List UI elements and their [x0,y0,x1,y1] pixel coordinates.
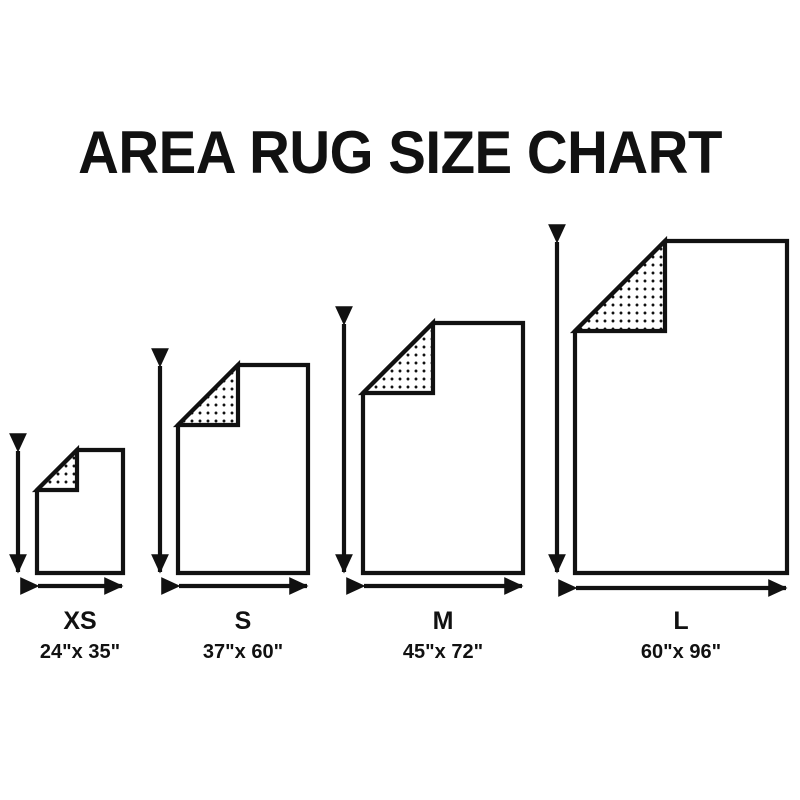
folded-corner-icon [569,235,668,334]
rug-drawing-xs [9,433,126,595]
rug-figure-xs[interactable] [6,433,133,602]
rug-size-label-s: S [234,607,252,635]
rug-body [360,320,526,576]
rug-dimensions-label-s: 37"x 60" [202,641,284,663]
rug-drawing-s [151,348,311,595]
rug-size-label-l: L [673,607,689,635]
rug-drawing-l [548,224,790,597]
rug-figure-m[interactable] [332,306,533,602]
rug-dimensions-label-l: 60"x 96" [640,641,722,663]
rug-dimensions-label-m: 45"x 72" [402,641,484,663]
rug-body [175,362,311,576]
rug-size-label-xs: XS [63,607,97,635]
rug-size-label-m: M [432,607,454,635]
folded-corner-icon [31,444,80,493]
rug-figure-l[interactable] [545,224,797,604]
rug-body [34,447,126,576]
rug-dimensions-label-xs: 24"x 35" [39,641,121,663]
rug-body [572,238,790,576]
page-title: AREA RUG SIZE CHART [78,119,722,186]
rug-drawing-m [335,306,526,595]
rug-figure-s[interactable] [148,348,318,602]
folded-corner-icon [172,359,241,428]
folded-corner-icon [357,317,436,396]
